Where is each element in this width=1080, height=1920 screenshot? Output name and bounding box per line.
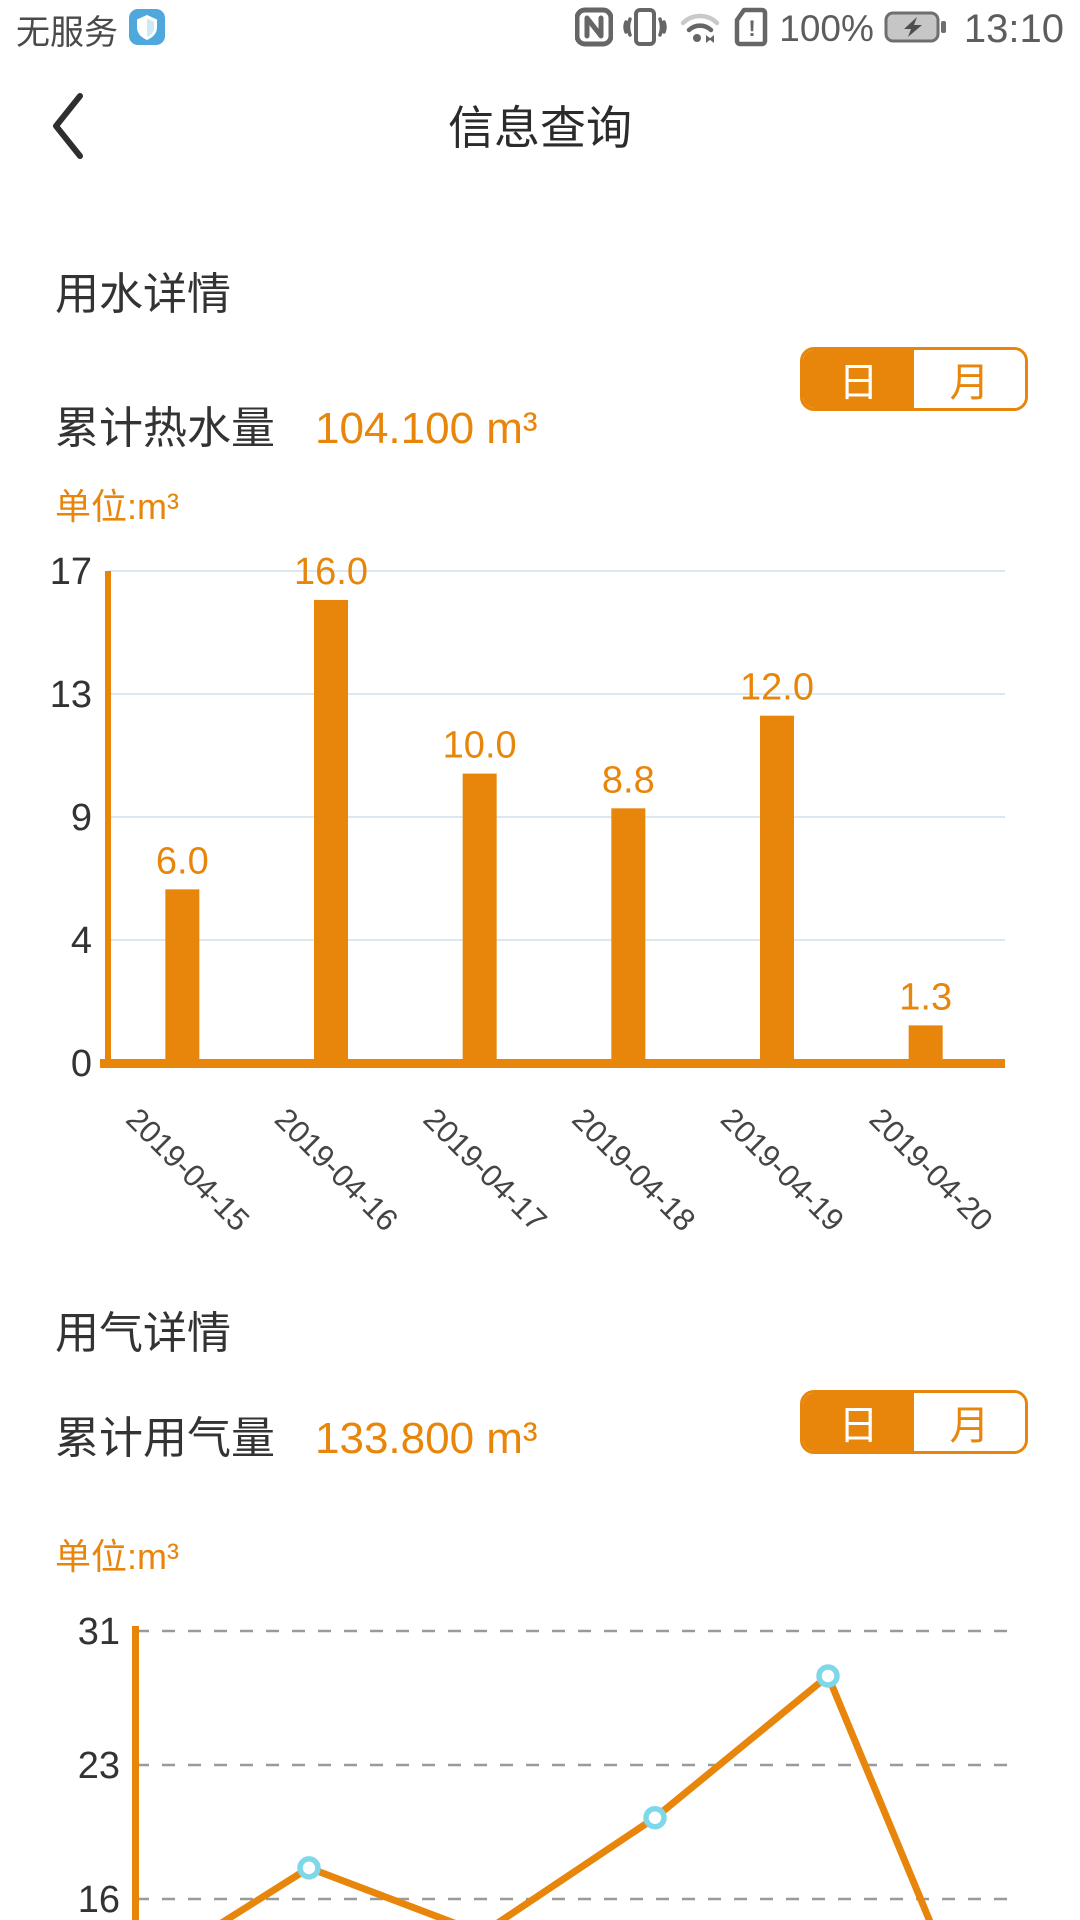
battery-percent-label: 100% [779, 8, 874, 49]
gas-line-chart: 31 23 16 [78, 1611, 1008, 1920]
x-axis-line [100, 1059, 1005, 1068]
header: 信息查询 [0, 58, 1080, 188]
water-metric-value: 104.100 m³ [315, 404, 538, 453]
bar [165, 889, 200, 1063]
wifi-icon [677, 7, 723, 52]
gas-metric-value: 133.800 m³ [315, 1414, 538, 1463]
clock-label: 13:10 [963, 6, 1064, 51]
x-tick-label: 2019-04-16 [268, 1101, 405, 1238]
shield-icon [128, 8, 166, 51]
bar [314, 599, 348, 1063]
x-tick-label: 2019-04-15 [119, 1101, 256, 1238]
water-section-title: 用水详情 [55, 270, 231, 319]
bar [462, 773, 497, 1063]
nfc-icon [574, 7, 614, 52]
bar [611, 808, 646, 1063]
x-tick-label: 2019-04-19 [714, 1101, 851, 1238]
water-metric-row: 累计热水量 104.100 m³ [55, 392, 538, 456]
gas-metric-label: 累计用气量 [55, 1414, 275, 1463]
back-button[interactable] [42, 86, 102, 166]
water-toggle-day-button[interactable]: 日 [803, 350, 914, 408]
y-axis-line [132, 1626, 139, 1920]
water-bar-chart: 17 13 9 4 0 6.0 2019-04-15 16.0 2019-04-16 10.0 20… [50, 551, 1005, 1238]
x-tick-label: 2019-04-20 [863, 1101, 1000, 1238]
page-title: 信息查询 [448, 102, 632, 154]
water-toggle-month-button[interactable]: 月 [914, 350, 1025, 408]
bar-value-label: 6.0 [156, 840, 209, 882]
y-tick-label: 23 [78, 1745, 120, 1787]
bar [908, 1025, 943, 1063]
water-unit-label: 单位:m³ [55, 486, 179, 527]
gas-unit-label: 单位:m³ [55, 1536, 179, 1577]
gas-toggle-month-button[interactable]: 月 [914, 1393, 1025, 1451]
bar-value-label: 1.3 [899, 976, 952, 1018]
series-line [219, 1672, 934, 1920]
battery-charging-icon [884, 9, 948, 50]
vibrate-icon [623, 7, 667, 52]
gas-day-month-toggle: 日 月 [800, 1390, 1028, 1454]
data-point-marker [816, 1664, 840, 1688]
bar-value-label: 8.8 [602, 759, 655, 801]
bar-value-label: 12.0 [740, 667, 814, 709]
carrier-label: 无服务 [16, 13, 118, 52]
bar-value-label: 16.0 [294, 551, 368, 593]
y-tick-label: 13 [50, 674, 92, 716]
water-metric-label: 累计热水量 [55, 404, 275, 453]
status-bar: 无服务 ! 100% 13:10 [0, 0, 1080, 58]
data-point-marker [297, 1856, 321, 1880]
x-tick-label: 2019-04-18 [565, 1101, 702, 1238]
y-tick-label: 9 [71, 797, 92, 839]
y-tick-label: 16 [78, 1879, 120, 1920]
data-point-marker [643, 1805, 667, 1830]
y-tick-label: 0 [71, 1043, 92, 1085]
gas-section-title: 用气详情 [55, 1309, 231, 1358]
gas-metric-row: 累计用气量 133.800 m³ [55, 1402, 538, 1466]
y-tick-label: 31 [78, 1611, 120, 1653]
gas-toggle-day-button[interactable]: 日 [803, 1393, 914, 1451]
bar [760, 715, 794, 1063]
y-axis-line [105, 571, 111, 1063]
y-tick-label: 17 [50, 551, 92, 593]
y-tick-label: 4 [71, 920, 92, 962]
svg-text:!: ! [749, 16, 756, 41]
water-day-month-toggle: 日 月 [800, 347, 1028, 411]
x-tick-label: 2019-04-17 [417, 1101, 554, 1238]
bar-value-label: 10.0 [443, 725, 517, 767]
sim-alert-icon: ! [733, 7, 769, 52]
